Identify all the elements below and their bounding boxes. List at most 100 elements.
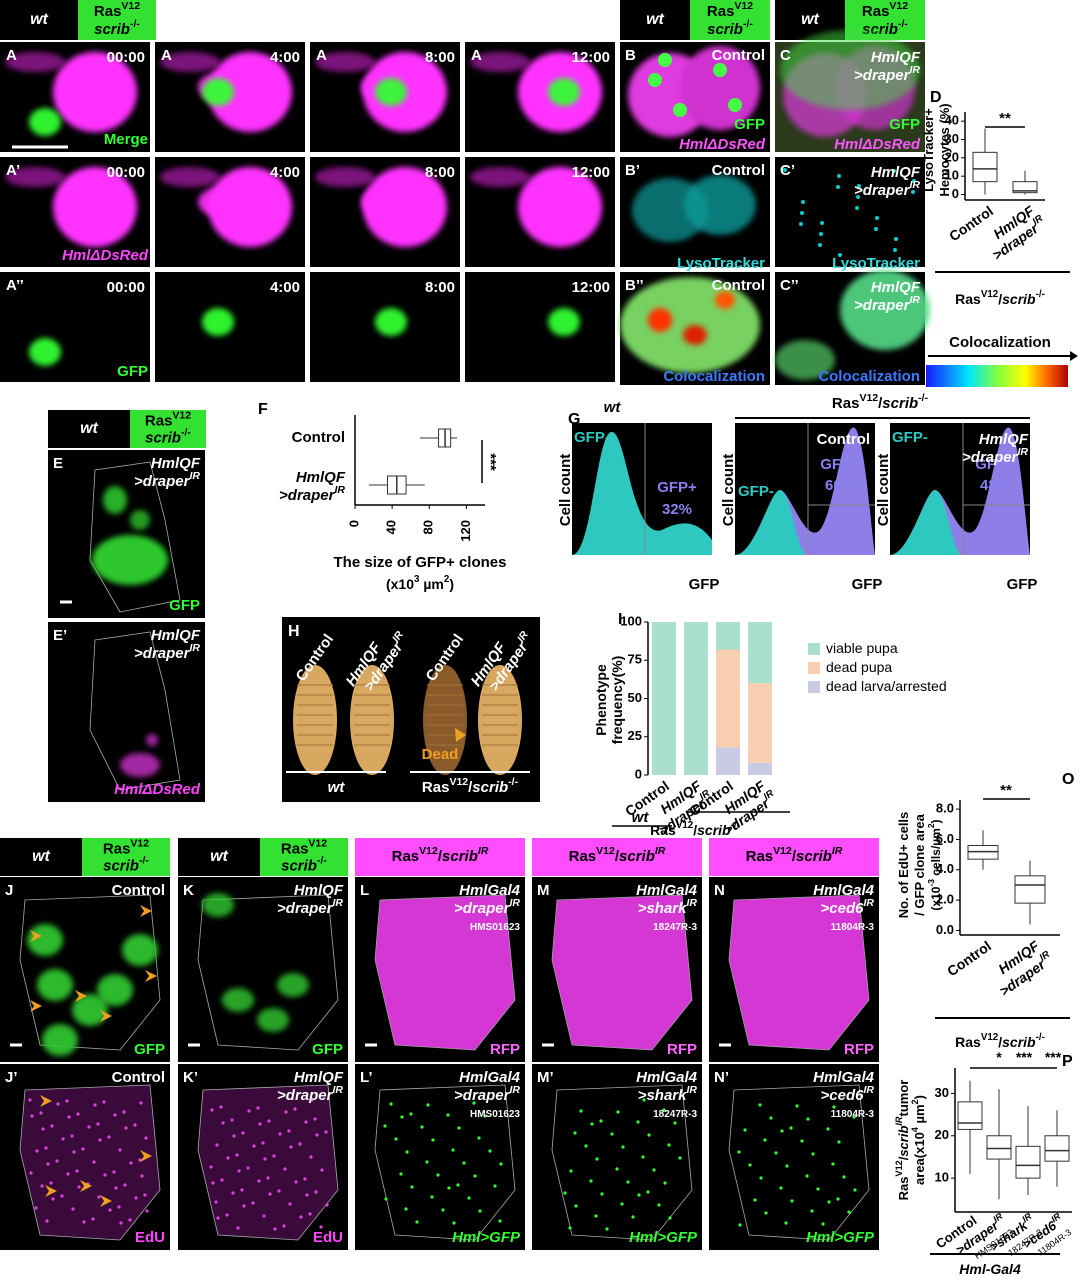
text-part: LysoTracker (832, 255, 920, 272)
text-part: wt (646, 11, 664, 28)
text-part: / (792, 848, 797, 865)
text-part: -/- (139, 854, 149, 866)
cell-dot (118, 1148, 122, 1152)
text-part: -/- (130, 18, 140, 30)
text-part: scrib (94, 21, 130, 38)
text-part: 11804R-3 (831, 1109, 875, 1120)
label: >draperIR (134, 470, 200, 490)
label: >draperIR (277, 1084, 343, 1104)
text-part: -/- (1036, 289, 1045, 300)
cell-dot (573, 1131, 577, 1135)
bar-segment (748, 683, 772, 763)
y-tick-label: 30 (935, 1085, 949, 1100)
signal (130, 510, 150, 530)
cell-dot (251, 1201, 255, 1205)
cell-dot (753, 1198, 757, 1202)
signal (363, 167, 447, 247)
text-part: -/- (508, 776, 518, 788)
label: GFP (852, 576, 883, 593)
genotype-header (0, 838, 82, 876)
cell-dot (282, 1224, 286, 1228)
label: wt (632, 809, 650, 826)
signal (160, 167, 220, 187)
text-part: scrib (619, 848, 655, 865)
cell-dot (113, 1113, 117, 1117)
text-part: >draper (279, 487, 336, 504)
text-part: Colocalization (663, 368, 765, 385)
cell-dot (305, 1193, 309, 1197)
cell-dot (384, 1197, 388, 1201)
cell-dot (473, 1174, 477, 1178)
text-part: HmlGal4 (459, 882, 521, 899)
y-tick-label: 30 (945, 131, 959, 146)
signal (208, 167, 292, 247)
cell-dot (789, 1126, 793, 1130)
strain-id: 11804R-3 (831, 922, 875, 933)
cell-dot (35, 1149, 39, 1153)
text-part: 4:00 (270, 279, 300, 296)
cell-dot (55, 1159, 59, 1163)
text-part: GFP (312, 1041, 343, 1058)
cell-dot (304, 1120, 308, 1124)
text-part: 60% (825, 477, 855, 494)
cell-dot (615, 1167, 619, 1171)
tissue-outline (551, 894, 693, 1051)
time-stamp: 00:00 (107, 49, 145, 66)
text-part: -/- (1036, 1032, 1045, 1043)
cell-dot (39, 1111, 43, 1115)
text-part: Ras (281, 840, 309, 857)
text-part: dead pupa (826, 659, 892, 675)
genotype-header (178, 838, 260, 876)
text-part: 2 (444, 574, 450, 585)
signal (857, 184, 861, 188)
cell-dot (320, 1168, 324, 1172)
text-part: 2 (926, 823, 936, 828)
label: wt (32, 848, 50, 865)
pupa (478, 665, 522, 775)
cell-dot (60, 1194, 64, 1198)
bar-segment (748, 762, 772, 775)
text-part: -3 (926, 879, 936, 887)
cell-dot (263, 1157, 267, 1161)
text-part: Control (946, 202, 996, 244)
cell-dot (114, 1186, 118, 1190)
label: RFP (490, 1041, 520, 1058)
text-part: Ras (392, 848, 420, 865)
label: wt (30, 11, 48, 28)
signal (375, 308, 407, 336)
signal (315, 167, 375, 187)
text-part: GFP- (574, 429, 610, 446)
label: C’’ (780, 277, 799, 294)
signal (838, 253, 842, 257)
cell-dot (257, 1179, 261, 1183)
cell-dot (758, 1103, 762, 1107)
cell-dot (763, 1138, 767, 1142)
box (1015, 1145, 1041, 1179)
label: RasV12 (103, 837, 149, 857)
cell-dot (45, 1219, 49, 1223)
signal (894, 237, 898, 241)
text-part: IR (910, 294, 921, 306)
text-part: LysoTracker+ (921, 108, 936, 192)
label: >sharkIR (638, 897, 698, 917)
label: HmlQF (294, 1069, 344, 1086)
cell-dot (247, 1109, 251, 1113)
text-part: Control (112, 1069, 165, 1086)
strain-id: 11804R-3 (831, 1109, 875, 1120)
cell-dot (70, 1134, 74, 1138)
text-part: / GFP clone area (912, 813, 927, 915)
cell-dot (145, 1209, 149, 1213)
label: No. of EdU+ cells (896, 812, 911, 919)
genotype-header (48, 410, 130, 448)
text-part: 4:00 (270, 49, 300, 66)
y-tick-label: 20 (935, 1127, 949, 1142)
tissue-outline (728, 1084, 870, 1241)
cell-dot (425, 1160, 429, 1164)
tissue-outline (728, 894, 870, 1051)
label: C’ (780, 162, 795, 179)
label: Control (112, 882, 165, 899)
label: P (1062, 1053, 1073, 1070)
label: >draperIR (279, 484, 345, 504)
label: Control (712, 277, 765, 294)
